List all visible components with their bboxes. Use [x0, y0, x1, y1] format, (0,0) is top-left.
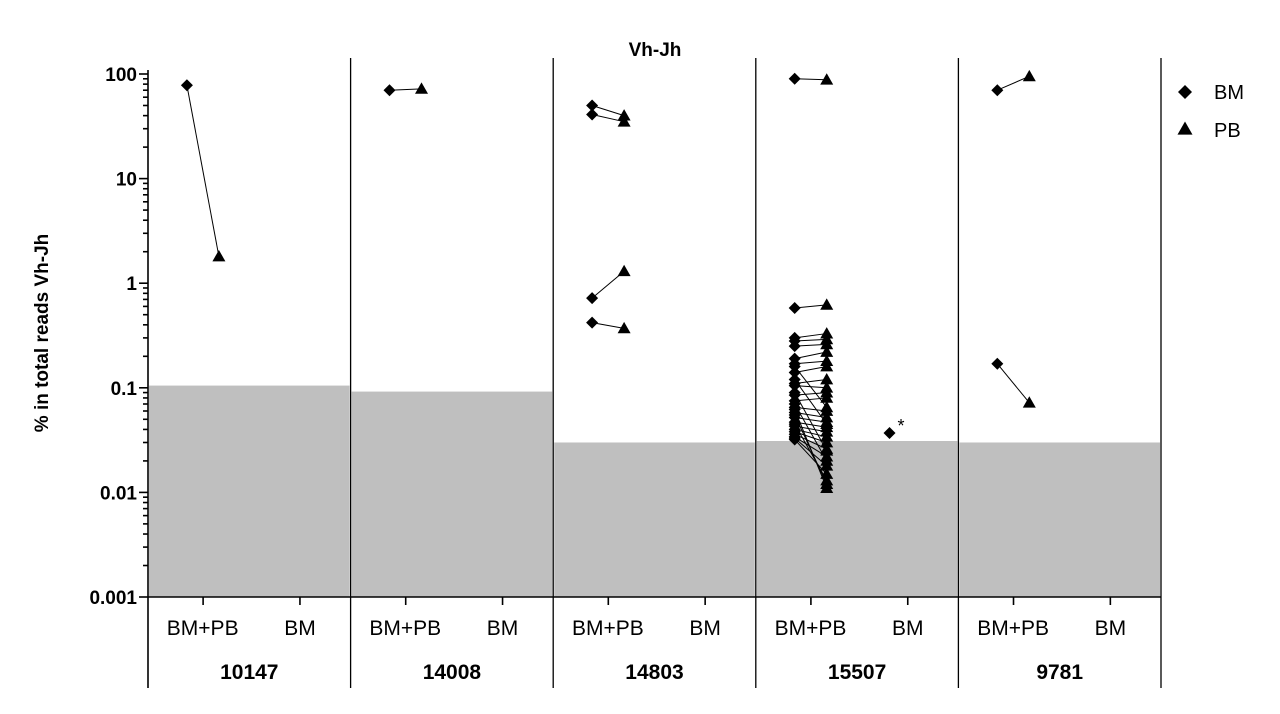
bm-point: [788, 366, 801, 379]
y-tick-label: 0.01: [100, 483, 137, 504]
threshold-area-9781: [959, 442, 1160, 597]
pb-point: [820, 337, 834, 350]
pair-line: [997, 75, 1030, 91]
bm-point: [180, 79, 193, 92]
legend-marker-BM: [1178, 85, 1192, 99]
pb-point: [820, 391, 834, 403]
pair-line: [794, 439, 828, 475]
pb-point: [820, 345, 834, 357]
legend-marker-PB: [1177, 121, 1193, 135]
bm-only-point: [883, 426, 896, 439]
group-label-9781: 9781: [1036, 661, 1083, 684]
y-axis-label: % in total reads Vh-Jh: [32, 234, 53, 432]
group-label-15507: 15507: [828, 661, 886, 684]
threshold-area-10147: [149, 385, 350, 597]
pb-point: [820, 417, 834, 429]
y-tick-label: 0.1: [111, 379, 138, 400]
data-marks: [180, 69, 1036, 493]
y-tick-label: 1: [126, 274, 137, 295]
bm-point: [586, 108, 599, 121]
pb-point: [820, 400, 834, 413]
threshold-area-14008: [351, 391, 553, 597]
pb-point: [820, 467, 834, 479]
group-label-14008: 14008: [423, 661, 482, 684]
pb-point: [617, 264, 631, 277]
y-tick-label: 100: [105, 65, 137, 86]
legend: BM PB: [1177, 82, 1244, 142]
annotation-asterisk: *: [898, 416, 905, 436]
bm-point: [788, 379, 801, 392]
bm-point: [586, 292, 599, 305]
threshold-area-14803: [554, 442, 755, 597]
bm-point: [788, 386, 801, 399]
legend-label-BM: BM: [1214, 82, 1244, 104]
bm-point: [991, 84, 1004, 97]
x-category-label: BM: [284, 617, 316, 640]
bm-point: [991, 357, 1004, 370]
threshold-area-15507: [756, 441, 958, 597]
x-category-label: BM+PB: [775, 617, 847, 640]
y-tick-label: 10: [116, 170, 137, 191]
pair-line: [794, 351, 827, 360]
bm-point: [788, 433, 801, 446]
pair-line: [186, 85, 220, 257]
x-category-label: BM+PB: [572, 617, 644, 640]
group-label-10147: 10147: [220, 661, 278, 684]
pair-line: [794, 403, 828, 462]
pair-line: [996, 363, 1030, 404]
bm-point: [586, 99, 599, 112]
bm-point: [788, 418, 801, 431]
x-category-label: BM+PB: [167, 617, 239, 640]
pb-point: [820, 454, 834, 466]
pb-point: [617, 109, 631, 121]
pb-point: [820, 298, 834, 310]
x-category-label: BM: [487, 617, 519, 640]
pair-line: [794, 333, 827, 339]
pb-point: [820, 327, 834, 339]
pb-point: [820, 373, 834, 385]
bm-point: [788, 373, 801, 386]
chart-text: Vh-Jh % in total reads Vh-Jh 100 10 1 0.1 0.…: [32, 40, 1126, 684]
pb-point: [617, 321, 631, 334]
pair-line: [794, 366, 828, 408]
x-category-label: BM: [1095, 617, 1127, 640]
x-category-label: BM: [892, 617, 924, 640]
pb-point: [820, 73, 834, 85]
bm-point: [788, 301, 801, 314]
y-tick-label: 0.001: [89, 588, 137, 609]
pb-point: [820, 481, 834, 493]
bm-point: [788, 360, 801, 373]
group-label-14803: 14803: [625, 661, 683, 684]
bm-point: [788, 398, 801, 411]
pair-line: [794, 379, 828, 425]
x-category-label: BM+PB: [369, 617, 441, 640]
pb-point: [820, 359, 834, 372]
pair-line: [794, 423, 828, 481]
pb-point: [415, 82, 429, 94]
pb-point: [1022, 69, 1036, 82]
x-category-label: BM+PB: [977, 617, 1049, 640]
bm-point: [788, 340, 801, 353]
threshold-areas: [149, 385, 1160, 597]
axes: [139, 58, 1162, 688]
pair-line: [794, 365, 827, 374]
pb-point: [1022, 396, 1036, 408]
pb-point: [617, 115, 631, 127]
pair-line: [592, 322, 625, 329]
pb-point: [820, 435, 834, 448]
x-category-label: BM: [689, 617, 721, 640]
chart-title: Vh-Jh: [629, 40, 682, 61]
legend-label-PB: PB: [1214, 120, 1241, 142]
pb-point: [820, 444, 834, 456]
bm-point: [788, 72, 801, 85]
bm-point: [586, 316, 599, 329]
pb-point: [212, 249, 226, 262]
bm-point: [383, 84, 396, 97]
pair-line: [591, 105, 625, 117]
